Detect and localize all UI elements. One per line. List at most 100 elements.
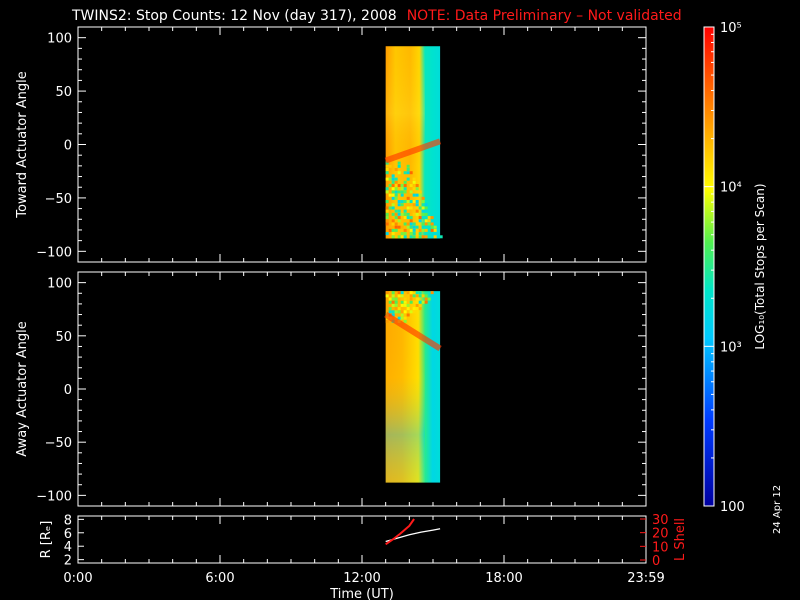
figure-title: TWINS2: Stop Counts: 12 Nov (day 317), 2… (72, 7, 682, 27)
heatmap-cell (400, 187, 404, 191)
heatmap-cell (397, 203, 401, 207)
heatmap-cell (409, 171, 413, 175)
heatmap-cell (421, 300, 425, 304)
heatmap-cell (403, 187, 407, 191)
y-tick-label-right: 20 (652, 527, 669, 542)
heatmap-cell (388, 184, 392, 188)
heatmap-cell (421, 206, 425, 210)
x-tick-label: 0:00 (63, 571, 92, 586)
heatmap-cell (400, 300, 404, 304)
heatmap-cell (406, 171, 410, 175)
heatmap-cell (415, 235, 419, 239)
plot-date-stamp: 24 Apr 12 (772, 484, 783, 534)
heatmap-cell (409, 184, 413, 188)
heatmap-cell (412, 294, 416, 298)
y-tick-label-left: 6 (64, 527, 72, 542)
x-tick-label: 18:00 (485, 571, 522, 586)
heatmap-cell (400, 232, 404, 236)
colorbar-tick-label: 10⁴ (720, 181, 742, 196)
heatmap-cell (385, 319, 389, 323)
heatmap-cell (400, 313, 404, 317)
y-tick-label: −100 (36, 489, 72, 504)
y-tick-label-left: 8 (64, 513, 72, 528)
heatmap-cell (418, 235, 422, 239)
heatmap-cell (388, 300, 392, 304)
x-tick-label: 12:00 (343, 571, 380, 586)
heatmap-cell (424, 203, 428, 207)
heatmap-cell (391, 235, 395, 239)
heatmap-cell (385, 177, 389, 181)
y-tick-label: −50 (45, 436, 72, 451)
heatmap-cell (391, 180, 395, 184)
heatmap-cell (394, 177, 398, 181)
heatmap-cell (403, 216, 407, 220)
heatmap-cell (418, 307, 422, 311)
heatmap-cell (424, 219, 428, 223)
heatmap-cell (409, 291, 413, 295)
heatmap-cell (397, 216, 401, 220)
heatmap-cell (424, 300, 428, 304)
heatmap-cell (409, 310, 413, 314)
heatmap-cell (391, 310, 395, 314)
heatmap-cell (394, 216, 398, 220)
heatmap-cell (412, 200, 416, 204)
orbit-series-l-shell (385, 518, 415, 546)
heatmap-cell (397, 200, 401, 204)
heatmap-cell (415, 303, 419, 307)
orbit-series-r (385, 528, 441, 543)
heatmap-cell (388, 206, 392, 210)
colorbar (704, 27, 714, 506)
heatmap-cell (412, 222, 416, 226)
heatmap-cell (391, 222, 395, 226)
heatmap-cell (424, 206, 428, 210)
heatmap-cell (403, 171, 407, 175)
heatmap-cell (394, 228, 398, 232)
heatmap-cell (394, 300, 398, 304)
heatmap-cell (415, 193, 419, 197)
heatmap-cell (385, 232, 389, 236)
heatmap-cell (403, 228, 407, 232)
heatmap-cell (418, 294, 422, 298)
heatmap-cell (424, 297, 428, 301)
heatmap-cell (406, 303, 410, 307)
heatmap-cell (412, 177, 416, 181)
y-tick-label: 50 (55, 330, 72, 345)
colorbar-label: LOG₁₀(Total Stops per Scan) (753, 183, 767, 349)
y-tick-label-right: 10 (652, 540, 669, 555)
heatmap-cell (409, 300, 413, 304)
heatmap-cell (385, 291, 389, 295)
heatmap-cell (403, 200, 407, 204)
heatmap-cell (403, 235, 407, 239)
heatmap-cell (400, 303, 404, 307)
heatmap-cell (403, 313, 407, 317)
heatmap-cell (406, 177, 410, 181)
heatmap-cell (394, 225, 398, 229)
heatmap-cell (409, 297, 413, 301)
heatmap-cell (400, 193, 404, 197)
colorbar-tick-label: 10³ (720, 340, 742, 355)
heatmap-cell (391, 303, 395, 307)
heatmap-cell (430, 225, 434, 229)
heatmap-cell (385, 206, 389, 210)
preliminary-note: NOTE: Data Preliminary – Not validated (406, 8, 682, 24)
heatmap-cell (430, 228, 434, 232)
heatmap-cell (397, 291, 401, 295)
heatmap-cell (403, 184, 407, 188)
y-tick-label-left: 2 (64, 554, 72, 569)
colorbar-tick-label: 10⁵ (720, 21, 742, 36)
heatmap-cell (385, 212, 389, 216)
heatmap-cell (400, 316, 404, 320)
heatmap-cell (400, 310, 404, 314)
heatmap-cell (406, 206, 410, 210)
y-tick-label-left: 4 (64, 540, 72, 555)
heatmap-cell (406, 164, 410, 168)
heatmap-cell (394, 168, 398, 171)
heatmap-cell (394, 303, 398, 307)
heatmap-cell (385, 190, 389, 194)
y-tick-label: 50 (55, 85, 72, 100)
heatmap-cell (409, 190, 413, 194)
heatmap-cell (391, 174, 395, 178)
heatmap-cell (415, 307, 419, 311)
heatmap-cell (388, 297, 392, 301)
heatmap-cell (397, 294, 401, 298)
